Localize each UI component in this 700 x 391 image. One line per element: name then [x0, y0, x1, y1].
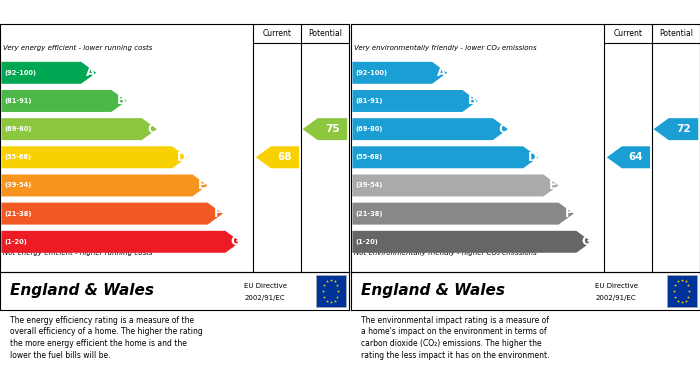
- Text: B: B: [117, 95, 126, 108]
- Text: C: C: [147, 123, 156, 136]
- Polygon shape: [1, 118, 157, 140]
- Text: EU Directive: EU Directive: [595, 283, 638, 289]
- Text: E: E: [550, 179, 557, 192]
- Polygon shape: [256, 146, 299, 168]
- Text: (92-100): (92-100): [4, 70, 36, 76]
- Polygon shape: [1, 203, 223, 224]
- Text: D: D: [177, 151, 187, 164]
- Text: G: G: [581, 235, 591, 248]
- Text: England & Wales: England & Wales: [10, 283, 155, 298]
- Text: (39-54): (39-54): [355, 183, 383, 188]
- Text: Potential: Potential: [659, 29, 693, 38]
- Text: A: A: [438, 66, 447, 79]
- Polygon shape: [352, 146, 538, 168]
- Polygon shape: [352, 203, 574, 224]
- Text: Very energy efficient - lower running costs: Very energy efficient - lower running co…: [4, 45, 153, 51]
- Text: 75: 75: [325, 124, 340, 134]
- Text: The energy efficiency rating is a measure of the
overall efficiency of a home. T: The energy efficiency rating is a measur…: [10, 316, 203, 360]
- Polygon shape: [352, 90, 477, 112]
- Polygon shape: [1, 231, 240, 253]
- FancyBboxPatch shape: [316, 275, 346, 307]
- Text: F: F: [564, 207, 573, 220]
- Text: (1-20): (1-20): [4, 239, 27, 245]
- Text: D: D: [528, 151, 538, 164]
- Text: Current: Current: [262, 29, 291, 38]
- Text: EU Directive: EU Directive: [244, 283, 287, 289]
- Polygon shape: [1, 62, 96, 84]
- Text: 2002/91/EC: 2002/91/EC: [244, 295, 285, 301]
- Polygon shape: [352, 231, 592, 253]
- Text: (69-80): (69-80): [355, 126, 383, 132]
- Text: Potential: Potential: [308, 29, 342, 38]
- Text: 68: 68: [278, 152, 292, 162]
- Text: The environmental impact rating is a measure of
a home's impact on the environme: The environmental impact rating is a mea…: [361, 316, 550, 360]
- Polygon shape: [654, 118, 699, 140]
- Text: (92-100): (92-100): [355, 70, 387, 76]
- Text: Not environmentally friendly - higher CO₂ emissions: Not environmentally friendly - higher CO…: [354, 250, 537, 256]
- Polygon shape: [1, 174, 207, 196]
- Text: (55-68): (55-68): [4, 154, 32, 160]
- Polygon shape: [607, 146, 650, 168]
- Polygon shape: [1, 146, 187, 168]
- Text: (81-91): (81-91): [355, 98, 383, 104]
- Polygon shape: [302, 118, 347, 140]
- Polygon shape: [352, 118, 508, 140]
- Text: (21-38): (21-38): [4, 211, 32, 217]
- Text: Current: Current: [613, 29, 643, 38]
- Text: A: A: [86, 66, 95, 79]
- Polygon shape: [352, 62, 447, 84]
- Text: 72: 72: [676, 124, 691, 134]
- Text: E: E: [198, 179, 206, 192]
- Text: (55-68): (55-68): [355, 154, 382, 160]
- Text: (81-91): (81-91): [4, 98, 32, 104]
- Text: Energy Efficiency Rating: Energy Efficiency Rating: [7, 7, 151, 17]
- Text: (21-38): (21-38): [355, 211, 383, 217]
- Text: (39-54): (39-54): [4, 183, 32, 188]
- Text: 64: 64: [629, 152, 643, 162]
- Polygon shape: [1, 90, 127, 112]
- Text: Very environmentally friendly - lower CO₂ emissions: Very environmentally friendly - lower CO…: [354, 45, 537, 51]
- Text: England & Wales: England & Wales: [361, 283, 505, 298]
- Text: Environmental Impact (CO₂) Rating: Environmental Impact (CO₂) Rating: [358, 7, 564, 17]
- Polygon shape: [352, 174, 559, 196]
- Text: C: C: [498, 123, 507, 136]
- FancyBboxPatch shape: [667, 275, 696, 307]
- Text: B: B: [468, 95, 477, 108]
- Text: F: F: [214, 207, 221, 220]
- Text: G: G: [230, 235, 240, 248]
- Text: 2002/91/EC: 2002/91/EC: [595, 295, 636, 301]
- Text: Not energy efficient - higher running costs: Not energy efficient - higher running co…: [4, 250, 153, 256]
- Text: (1-20): (1-20): [355, 239, 378, 245]
- Text: (69-80): (69-80): [4, 126, 32, 132]
